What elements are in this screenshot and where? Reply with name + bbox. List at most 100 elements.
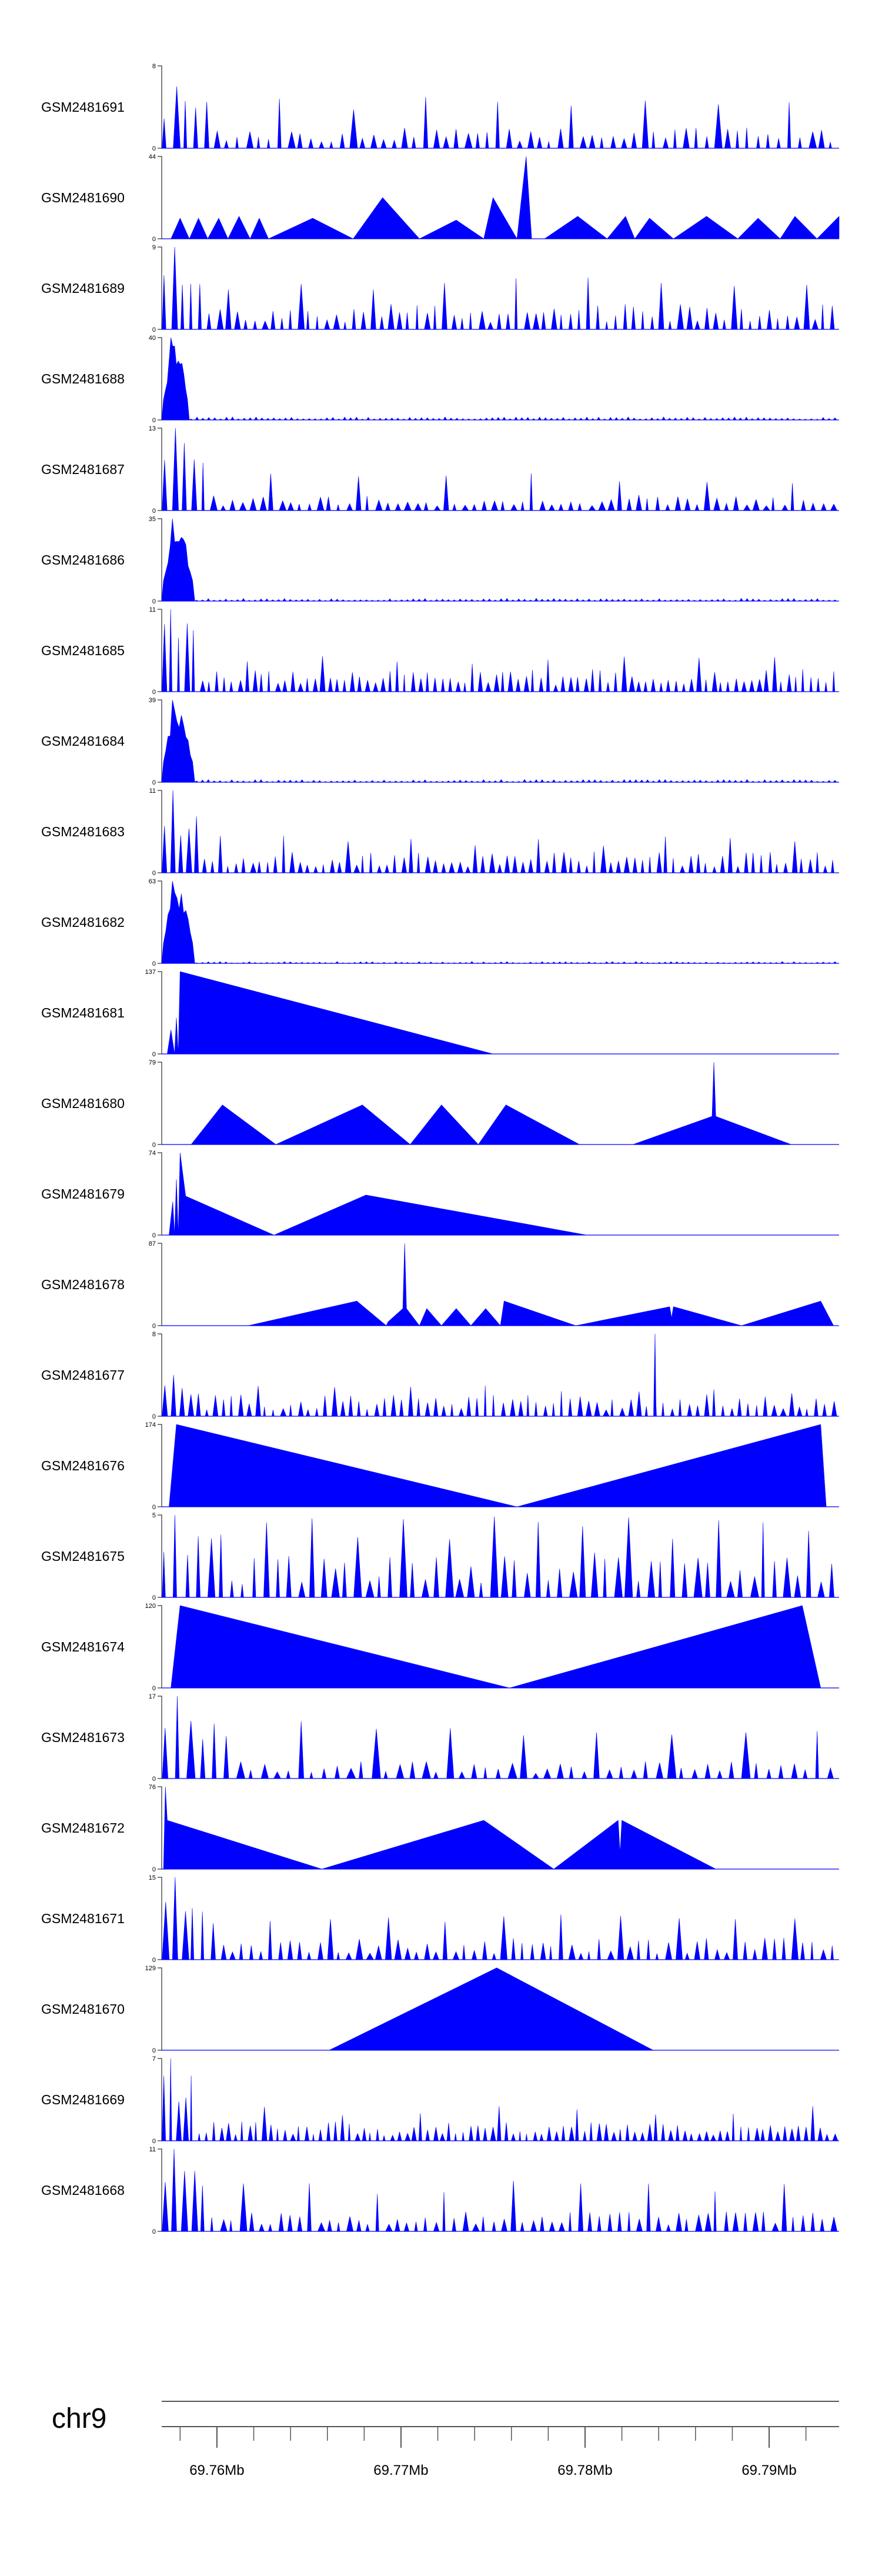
track-ymax-label: 8 [152,1331,156,1338]
track-signal-area [162,1696,839,1779]
track-label: GSM2481674 [41,1639,125,1654]
track-GSM2481674: GSM2481674 120 0 [41,1603,839,1692]
track-ymin-label: 0 [152,1142,156,1149]
track-y-axis [158,518,162,602]
tick-label: 69.78Mb [557,2462,612,2478]
track-GSM2481682: GSM2481682 63 0 [41,878,839,967]
track-label: GSM2481687 [41,462,125,477]
coordinate-ticks: 69.76Mb 69.77Mb 69.78Mb 69.79Mb [179,2427,807,2478]
tick-label: 69.79Mb [741,2462,796,2478]
track-GSM2481684: GSM2481684 39 0 [41,697,839,786]
track-signal-area [162,971,493,1055]
track-signal-area [161,880,839,964]
track-ymax-label: 11 [149,606,156,613]
track-ymax-label: 137 [145,969,156,976]
track-ymax-label: 44 [149,154,156,161]
track-GSM2481668: GSM2481668 11 0 [41,2146,839,2235]
track-GSM2481686: GSM2481686 35 0 [41,516,839,605]
track-y-axis [158,1786,162,1870]
track-signal-area [162,609,839,692]
track-signal-area [162,1333,839,1417]
track-label: GSM2481678 [41,1277,125,1292]
track-ymax-label: 5 [152,1512,156,1519]
track-ymax-label: 174 [145,1422,156,1429]
chromosome-axis: chr9 69.76Mb 69.77Mb 69.78Mb 69.79Mb [52,2401,839,2478]
track-ymax-label: 120 [145,1603,156,1610]
track-signal-area [162,428,839,511]
track-GSM2481687: GSM2481687 13 0 [41,425,839,515]
track-ymax-label: 63 [149,878,156,885]
track-ymax-label: 7 [152,2056,156,2063]
track-GSM2481672: GSM2481672 76 0 [41,1784,839,1873]
track-signal-area [162,156,840,239]
track-GSM2481676: GSM2481676 174 0 [41,1422,839,1511]
track-ymin-label: 0 [152,1413,156,1420]
track-label: GSM2481689 [41,281,125,296]
track-label: GSM2481670 [41,2001,125,2017]
track-y-axis [158,1605,162,1689]
track-y-axis [158,2058,162,2141]
track-ymin-label: 0 [152,1594,156,1601]
signal-tracks: GSM248169180GSM2481690440GSM248168990GSM… [41,63,840,2235]
track-GSM2481677: GSM2481677 8 0 [41,1331,839,1420]
track-y-axis [158,156,162,239]
track-signal-area [162,1152,587,1236]
track-ymin-label: 0 [152,1232,156,1239]
track-y-axis [158,2148,162,2232]
track-y-axis [158,1333,162,1417]
track-signal-area [162,1786,716,1870]
track-signal-area [161,699,839,783]
track-GSM2481683: GSM2481683 11 0 [41,788,839,877]
track-label: GSM2481682 [41,915,125,930]
track-y-axis [158,699,162,783]
track-label: GSM2481683 [41,824,125,839]
track-label: GSM2481688 [41,371,125,386]
track-GSM2481681: GSM2481681 137 0 [41,969,839,1058]
track-GSM2481669: GSM2481669 7 0 [41,2056,839,2145]
track-ymin-label: 0 [152,1051,156,1058]
track-ymin-label: 0 [152,236,156,243]
track-signal-area [162,1062,791,1145]
track-GSM2481691: GSM2481691 8 0 [41,63,839,152]
track-ymin-label: 0 [152,1957,156,1964]
track-ymax-label: 11 [149,788,156,795]
track-GSM2481689: GSM2481689 9 0 [41,244,839,333]
track-ymax-label: 17 [149,1693,156,1700]
track-GSM2481673: GSM2481673 17 0 [41,1693,839,1783]
track-ymax-label: 87 [149,1240,156,1247]
track-ymax-label: 129 [145,1965,156,1972]
tick-label: 69.76Mb [189,2462,244,2478]
track-signal-area [162,1424,827,1507]
track-label: GSM2481676 [41,1458,125,1473]
track-ymin-label: 0 [152,1776,156,1783]
track-ymin-label: 0 [152,417,156,424]
track-GSM2481670: GSM2481670 129 0 [41,1965,839,2054]
track-ymin-label: 0 [152,779,156,786]
track-ymax-label: 35 [149,516,156,523]
track-ymin-label: 0 [152,326,156,333]
track-y-axis [158,971,162,1055]
track-signal-area [162,1877,839,1960]
track-signal-area [162,1514,839,1598]
track-y-axis [158,1152,162,1236]
track-ymin-label: 0 [152,598,156,605]
track-y-axis [158,880,162,964]
track-ymin-label: 0 [152,960,156,967]
track-GSM2481675: GSM2481675 5 0 [41,1512,839,1601]
track-y-axis [158,609,162,692]
track-label: GSM2481686 [41,552,125,568]
track-label: GSM2481669 [41,2092,125,2107]
track-signal-area [162,1967,653,2051]
track-ymin-label: 0 [152,689,156,696]
track-ymax-label: 11 [149,2146,156,2153]
track-GSM2481680: GSM2481680 79 0 [41,1059,839,1149]
track-y-axis [158,428,162,511]
track-ymax-label: 79 [149,1059,156,1066]
track-label: GSM2481668 [41,2183,125,2198]
track-label: GSM2481681 [41,1005,125,1020]
track-label: GSM2481675 [41,1549,125,1564]
track-GSM2481679: GSM2481679 74 0 [41,1150,839,1239]
track-signal-area [162,1243,834,1326]
track-GSM2481690: GSM2481690 44 0 [41,154,840,243]
